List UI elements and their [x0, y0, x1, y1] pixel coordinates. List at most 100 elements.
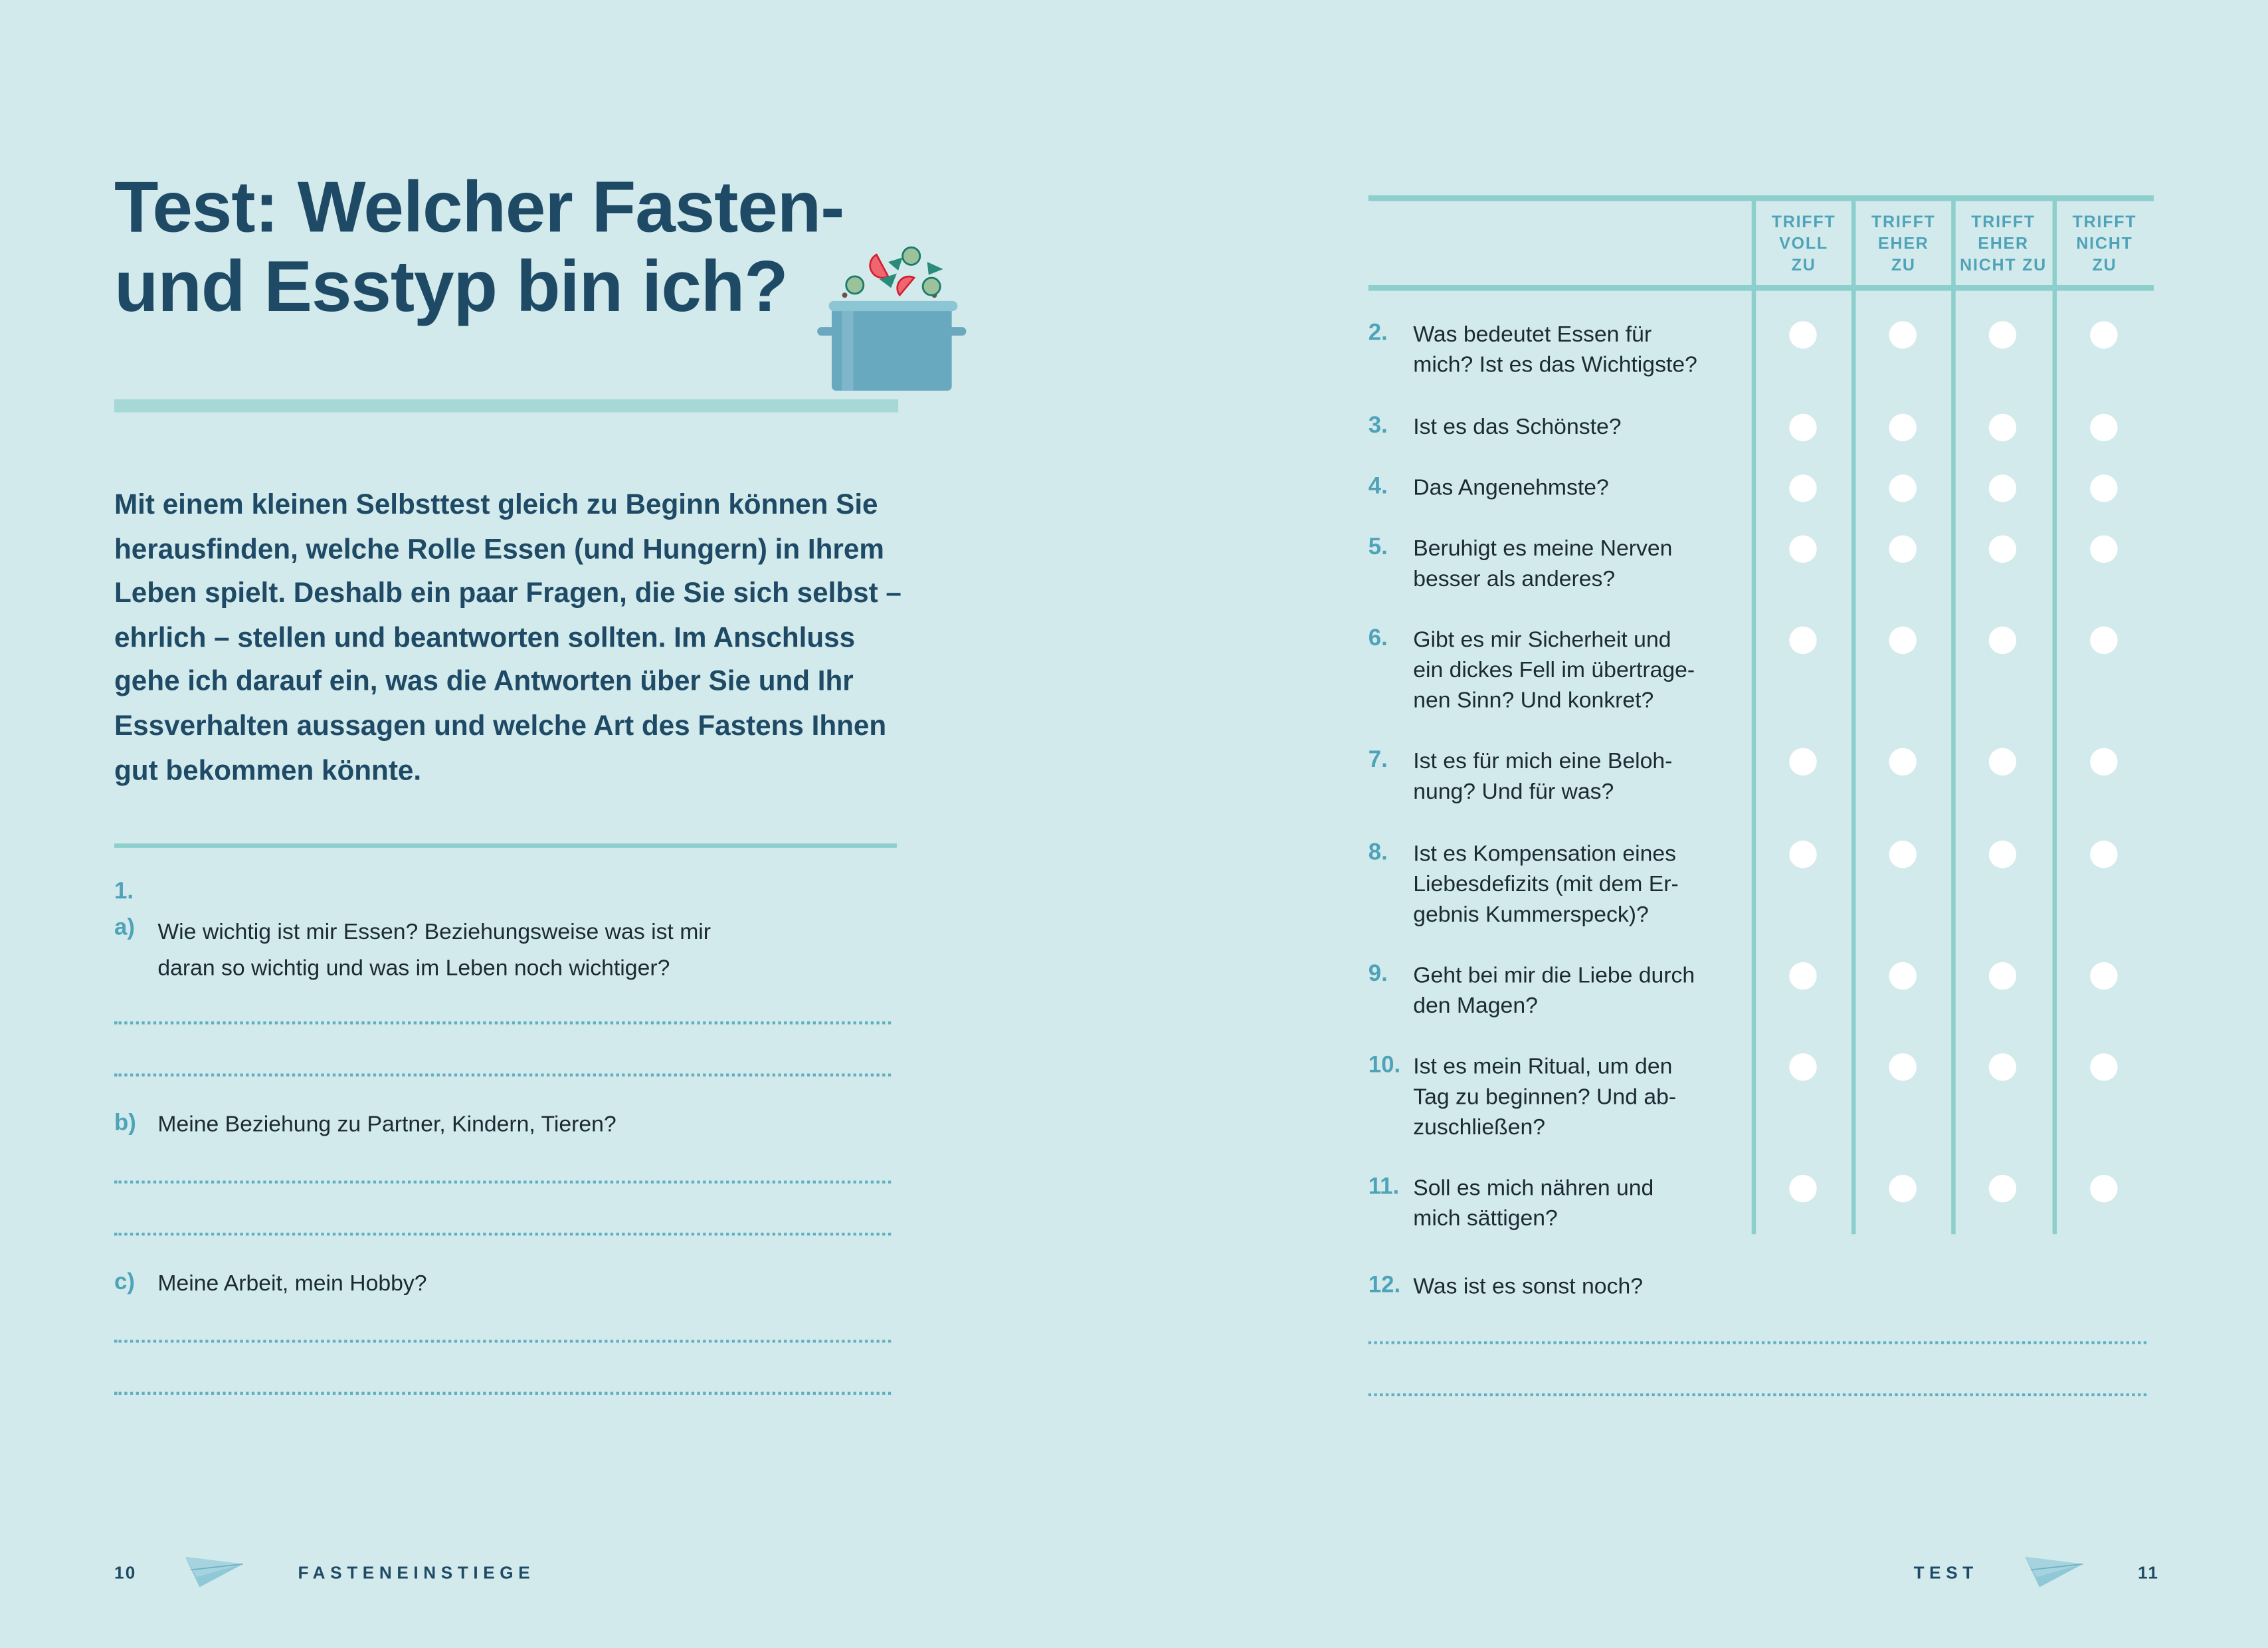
answer-line[interactable] [1368, 1341, 2147, 1344]
subquestion-label: c) [114, 1270, 135, 1295]
question-text: Ist es mein Ritual, um den Tag zu beginne… [1413, 1052, 1676, 1143]
answer-radio[interactable] [1988, 841, 2017, 869]
text-line: ein dickes Fell im übertrage- [1413, 658, 1695, 683]
paper-plane-icon [185, 1556, 243, 1588]
subquestion-label: a) [114, 916, 135, 941]
answer-radio[interactable] [1889, 474, 1917, 502]
text-line: mich? Ist es das Wichtigste? [1413, 353, 1697, 378]
column-divider [1751, 198, 1756, 1235]
answer-radio[interactable] [1889, 626, 1917, 655]
answer-radio[interactable] [1889, 413, 1917, 442]
question-number: 4. [1368, 474, 1388, 500]
answer-line[interactable] [114, 1073, 892, 1077]
question-number: 2. [1368, 321, 1388, 346]
column-header: TRIFFT NICHT ZU [2055, 213, 2154, 278]
answer-radio[interactable] [2090, 321, 2118, 349]
question-number: 1. [114, 879, 134, 904]
answer-radio[interactable] [1789, 535, 1817, 563]
text-line: Beruhigt es meine Nerven [1413, 536, 1673, 562]
answer-radio[interactable] [2090, 413, 2118, 442]
divider [114, 843, 897, 848]
answer-radio[interactable] [1789, 321, 1817, 349]
text-line: gebnis Kummerspeck)? [1413, 902, 1649, 928]
column-divider [1851, 198, 1856, 1235]
answer-radio[interactable] [1789, 474, 1817, 502]
text-line: Das Angenehmste? [1413, 476, 1609, 501]
answer-radio[interactable] [2090, 748, 2118, 776]
answer-radio[interactable] [2090, 841, 2118, 869]
answer-radio[interactable] [1889, 321, 1917, 349]
answer-line[interactable] [114, 1340, 892, 1343]
answer-radio[interactable] [1889, 1053, 1917, 1081]
answer-radio[interactable] [1889, 1174, 1917, 1203]
question-text: Geht bei mir die Liebe durch den Magen? [1413, 961, 1695, 1021]
answer-radio[interactable] [1789, 748, 1817, 776]
answer-radio[interactable] [2090, 1053, 2118, 1081]
text-line: nen Sinn? Und konkret? [1413, 688, 1654, 714]
answer-radio[interactable] [1789, 962, 1817, 990]
answer-radio[interactable] [2090, 535, 2118, 563]
question-text: Gibt es mir Sicherheit und ein dickes Fel… [1413, 625, 1695, 716]
column-header: TRIFFT EHER ZU [1854, 213, 1952, 278]
question-text: Was ist es sonst noch? [1413, 1275, 1644, 1300]
answer-radio[interactable] [1789, 413, 1817, 442]
answer-line[interactable] [114, 1391, 892, 1395]
header-line: NICHT [2076, 235, 2133, 254]
intro-paragraph: Mit einem kleinen Selbsttest gleich zu B… [114, 488, 901, 787]
answer-line[interactable] [114, 1021, 892, 1025]
question-number: 8. [1368, 841, 1388, 866]
section-label-right: TEST [1913, 1562, 1978, 1583]
header-line: NICHT ZU [1960, 257, 2047, 275]
answer-radio[interactable] [1988, 1053, 2017, 1081]
question-number: 11. [1368, 1174, 1400, 1199]
answer-radio[interactable] [1889, 748, 1917, 776]
header-line: ZU [2092, 257, 2117, 275]
column-header: TRIFFT EHER NICHT ZU [1954, 213, 2053, 278]
header-line: VOLL [1779, 235, 1828, 254]
text-line: nung? Und für was? [1413, 779, 1614, 805]
answer-radio[interactable] [1988, 626, 2017, 655]
answer-line[interactable] [114, 1180, 892, 1184]
page-title: Test: Welcher Fasten- und Esstyp bin ich… [114, 166, 844, 328]
answer-radio[interactable] [2090, 626, 2118, 655]
answer-radio[interactable] [1789, 1174, 1817, 1203]
answer-radio[interactable] [1988, 1174, 2017, 1203]
answer-line[interactable] [1368, 1393, 2147, 1397]
header-line: ZU [1891, 257, 1916, 275]
text-line: Ist es mein Ritual, um den [1413, 1055, 1673, 1080]
title-line: Test: Welcher Fasten- [114, 166, 844, 248]
question-text: Was bedeutet Essen für mich? Ist es das W… [1413, 320, 1697, 380]
answer-radio[interactable] [2090, 1174, 2118, 1203]
question-number: 5. [1368, 535, 1388, 560]
answer-radio[interactable] [1988, 962, 2017, 990]
subquestion-label: b) [114, 1111, 136, 1136]
answer-radio[interactable] [1988, 321, 2017, 349]
answer-radio[interactable] [1789, 1053, 1817, 1081]
answer-radio[interactable] [1789, 626, 1817, 655]
answer-radio[interactable] [2090, 474, 2118, 502]
answer-radio[interactable] [1988, 474, 2017, 502]
answer-radio[interactable] [1988, 413, 2017, 442]
question-text: Soll es mich nähren und mich sättigen? [1413, 1174, 1654, 1234]
answer-radio[interactable] [1988, 748, 2017, 776]
answer-line[interactable] [114, 1233, 892, 1236]
answer-radio[interactable] [1789, 841, 1817, 869]
text-line: mich sättigen? [1413, 1206, 1558, 1231]
answer-radio[interactable] [1889, 962, 1917, 990]
answer-radio[interactable] [1988, 535, 2017, 563]
text-line: den Magen? [1413, 993, 1538, 1019]
text-line: Ist es das Schönste? [1413, 415, 1622, 440]
text-line: Liebesdefizits (mit dem Er- [1413, 872, 1679, 897]
header-line: TRIFFT [1871, 214, 1936, 232]
question-number: 9. [1368, 962, 1388, 987]
text-line: besser als anderes? [1413, 567, 1616, 592]
answer-radio[interactable] [2090, 962, 2118, 990]
title-underline [114, 399, 899, 413]
text-line: Was bedeutet Essen für [1413, 322, 1652, 348]
header-line: TRIFFT [1771, 214, 1836, 232]
answer-radio[interactable] [1889, 841, 1917, 869]
section-label-left: FASTENEINSTIEGE [298, 1562, 535, 1583]
subquestion-text: Wie wichtig ist mir Essen? Beziehungswei… [157, 914, 711, 987]
text-line: Tag zu beginnen? Und ab- [1413, 1084, 1677, 1110]
answer-radio[interactable] [1889, 535, 1917, 563]
